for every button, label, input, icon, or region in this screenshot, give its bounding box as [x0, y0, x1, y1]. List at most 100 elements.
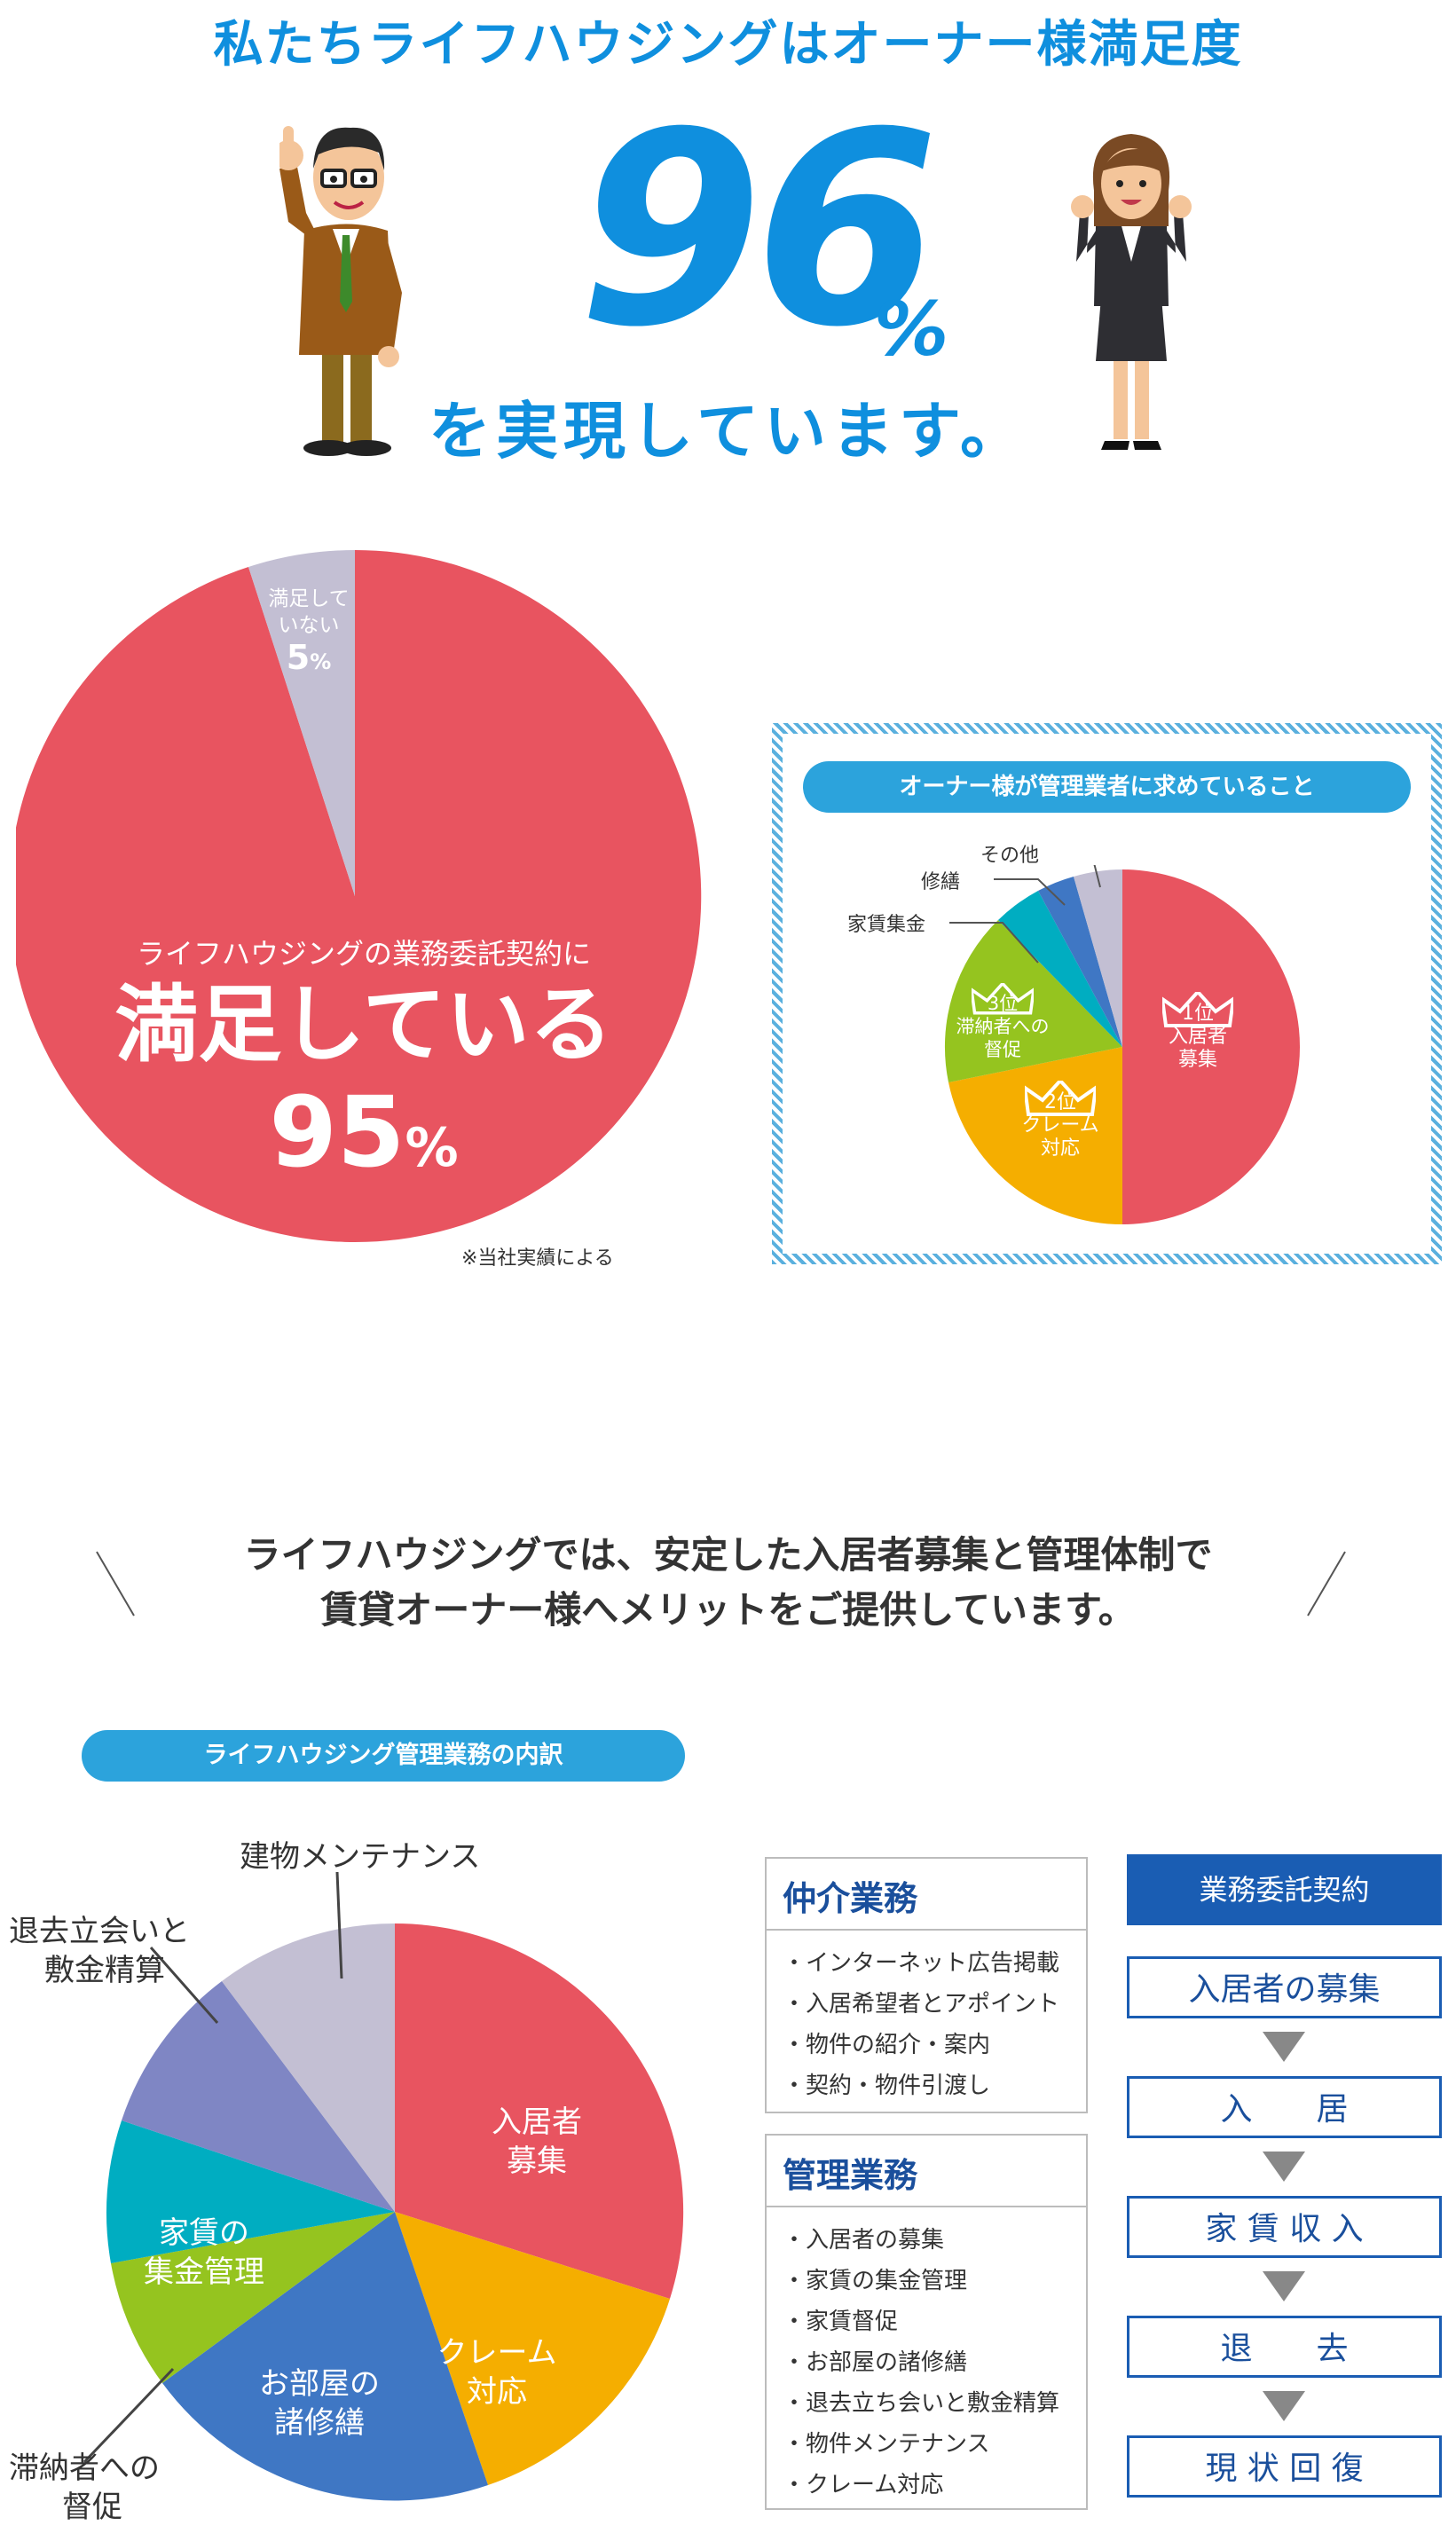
breakdown-pie-chart — [83, 1871, 684, 2501]
right-slash-decoration — [1307, 1551, 1346, 1617]
flow-step: 入 居 — [1127, 2076, 1442, 2138]
satisfaction-big-number: 96 — [578, 75, 939, 385]
owner-rank1-text-b: 募集 — [1177, 1049, 1217, 1071]
owner-label-rent: 家賃集金 — [847, 914, 926, 936]
management-title: 管理業務 — [767, 2136, 1086, 2207]
leader-line-moveout — [149, 1947, 219, 2024]
breakdown-label-building: 建物メンテナンス — [240, 1839, 481, 1875]
unsatisfied-label: 満足して いない 5% — [251, 586, 366, 675]
satisfied-label-line1: ライフハウジングの業務委託契約に — [136, 937, 591, 971]
breakdown-slice-moveout — [122, 1981, 395, 2212]
breakdown-label-tenant-b: 募集 — [507, 2144, 567, 2179]
satisfaction-percent-sign: % — [874, 286, 949, 373]
businessman-illustration — [279, 126, 402, 456]
breakdown-label-repair-b: 諸修繕 — [274, 2405, 365, 2441]
satisfaction-footnote: ※当社実績による — [461, 1247, 614, 1270]
management-list: 入居者の募集 家賃の集金管理 家賃督促 お部屋の諸修繕 退去立ち会いと敷金精算 … — [767, 2207, 1086, 2518]
breakdown-slice-building — [222, 1923, 395, 2212]
owner-slice-repair — [1038, 877, 1122, 1047]
management-item: お部屋の諸修繕 — [783, 2342, 1070, 2383]
owner-rank2-text-b: 対応 — [1040, 1137, 1080, 1160]
management-box: 管理業務 入居者の募集 家賃の集金管理 家賃督促 お部屋の諸修繕 退去立ち会いと… — [765, 2134, 1088, 2510]
owner-label-repair: 修繕 — [921, 871, 961, 893]
satisfied-label-line2: 満足している — [114, 977, 613, 1074]
breakdown-label-tenant: 入居者 募集 — [461, 2103, 612, 2181]
owner-rank1-label: 1位 入居者 募集 — [1153, 1003, 1242, 1072]
pie-slice-unsatisfied — [248, 550, 355, 896]
unsatisfied-value-wrap: 5% — [251, 641, 366, 675]
flow-title: 業務委託契約 — [1127, 1854, 1442, 1925]
breakdown-label-delinquent: 滞納者への 督促 — [9, 2449, 186, 2527]
breakdown-title: ライフハウジング管理業務の内訳 — [82, 1730, 685, 1782]
unsatisfied-label-line2: いない — [278, 614, 340, 637]
satisfied-pct: % — [405, 1117, 459, 1179]
breakdown-label-repair-a: お部屋の — [259, 2366, 380, 2402]
breakdown-slice-delinquent — [111, 2212, 395, 2383]
breakdown-label-moveout: 退去立会いと 敷金精算 — [9, 1912, 222, 1990]
satisfied-value: 95 — [269, 1075, 405, 1189]
management-item: 物件メンテナンス — [783, 2424, 1070, 2465]
flow-arrow-icon — [1263, 2391, 1305, 2421]
management-item: 退去立ち会いと敷金精算 — [783, 2383, 1070, 2424]
brokerage-title: 仲介業務 — [767, 1859, 1086, 1931]
owner-rank3-text-b: 督促 — [984, 1039, 1021, 1060]
satisfied-label: ライフハウジングの業務委託契約に 満足している 95% — [71, 932, 657, 1201]
breakdown-label-delinquent-a: 滞納者への — [9, 2451, 160, 2486]
flow-arrow-icon — [1263, 2152, 1305, 2182]
message-line2: 賃貸オーナー様へメリットをご提供しています。 — [320, 1588, 1136, 1632]
breakdown-label-moveout-b: 敷金精算 — [44, 1953, 165, 1988]
crown-icon-rank2 — [1025, 1081, 1096, 1116]
unsatisfied-value: 5 — [286, 638, 311, 677]
owner-rank3-text-a: 滞納者への — [956, 1016, 1050, 1037]
owner-rank1-rank: 1位 — [1182, 1003, 1214, 1025]
flow-step: 現 状 回 復 — [1127, 2435, 1442, 2498]
owner-rank1-text-a: 入居者 — [1168, 1026, 1227, 1048]
pie-slice-satisfied — [16, 550, 702, 1242]
breakdown-label-moveout-a: 退去立会いと — [9, 1914, 190, 1949]
brokerage-list: インターネット広告掲載 入居希望者とアポイント 物件の紹介・案内 契約・物件引渡… — [767, 1931, 1086, 2119]
breakdown-slice-claim — [395, 2212, 670, 2485]
unsatisfied-label-line1: 満足して — [268, 587, 350, 610]
flow-arrow-icon — [1263, 2271, 1305, 2301]
breakdown-slice-rent — [106, 2120, 395, 2263]
message-line1: ライフハウジングでは、安定した入居者募集と管理体制で — [243, 1533, 1213, 1577]
management-item: 家賃督促 — [783, 2301, 1070, 2342]
breakdown-label-rent: 家賃の 集金管理 — [120, 2214, 288, 2292]
satisfied-value-wrap: 95% — [71, 1079, 657, 1201]
owner-slice-rent — [998, 891, 1122, 1047]
breakdown-label-claim: クレーム 対応 — [413, 2333, 581, 2411]
brokerage-item: インターネット広告掲載 — [783, 1943, 1070, 1984]
hero-subhead: を実現しています。 — [429, 395, 1027, 468]
management-item: 入居者の募集 — [783, 2220, 1070, 2261]
flow-arrow-icon — [1263, 2032, 1305, 2062]
crown-icon-rank3 — [972, 983, 1034, 1015]
owner-slice-tenant — [1122, 869, 1300, 1224]
hero-headline: 私たちライフハウジングはオーナー様満足度 — [213, 16, 1243, 74]
left-slash-decoration — [96, 1551, 135, 1617]
leader-line-building — [335, 1871, 343, 1979]
crown-icon-rank1 — [1162, 992, 1233, 1027]
brokerage-item: 契約・物件引渡し — [783, 2065, 1070, 2106]
breakdown-label-rent-a: 家賃の — [159, 2215, 249, 2251]
owner-slice-other — [1074, 869, 1122, 1047]
breakdown-label-repair: お部屋の 諸修繕 — [235, 2364, 404, 2443]
breakdown-label-claim-a: クレーム — [437, 2335, 557, 2371]
breakdown-label-rent-b: 集金管理 — [144, 2254, 264, 2290]
owner-rank2-text-a: クレーム — [1021, 1114, 1099, 1137]
breakdown-label-tenant-a: 入居者 — [492, 2104, 582, 2140]
management-item: クレーム対応 — [783, 2465, 1070, 2506]
brokerage-item: 入居希望者とアポイント — [783, 1984, 1070, 2025]
breakdown-label-claim-b: 対応 — [467, 2374, 527, 2410]
owner-rank2-label: 2位 クレーム 対応 — [1007, 1091, 1114, 1160]
flow-step: 退 去 — [1127, 2316, 1442, 2378]
owner-label-other: その他 — [980, 845, 1040, 867]
message-block: ライフハウジングでは、安定した入居者募集と管理体制で 賃貸オーナー様へメリットを… — [0, 1528, 1456, 1638]
unsatisfied-pct: % — [310, 649, 332, 674]
breakdown-slice-repair — [162, 2212, 488, 2501]
brokerage-item: 物件の紹介・案内 — [783, 2025, 1070, 2065]
leader-line-rent — [949, 922, 1039, 964]
satisfaction-pie-chart — [16, 550, 702, 1242]
owner-rank3-rank: 3位 — [987, 993, 1019, 1014]
leader-line-delinquent — [83, 2367, 175, 2464]
brokerage-box: 仲介業務 インターネット広告掲載 入居希望者とアポイント 物件の紹介・案内 契約… — [765, 1857, 1088, 2113]
